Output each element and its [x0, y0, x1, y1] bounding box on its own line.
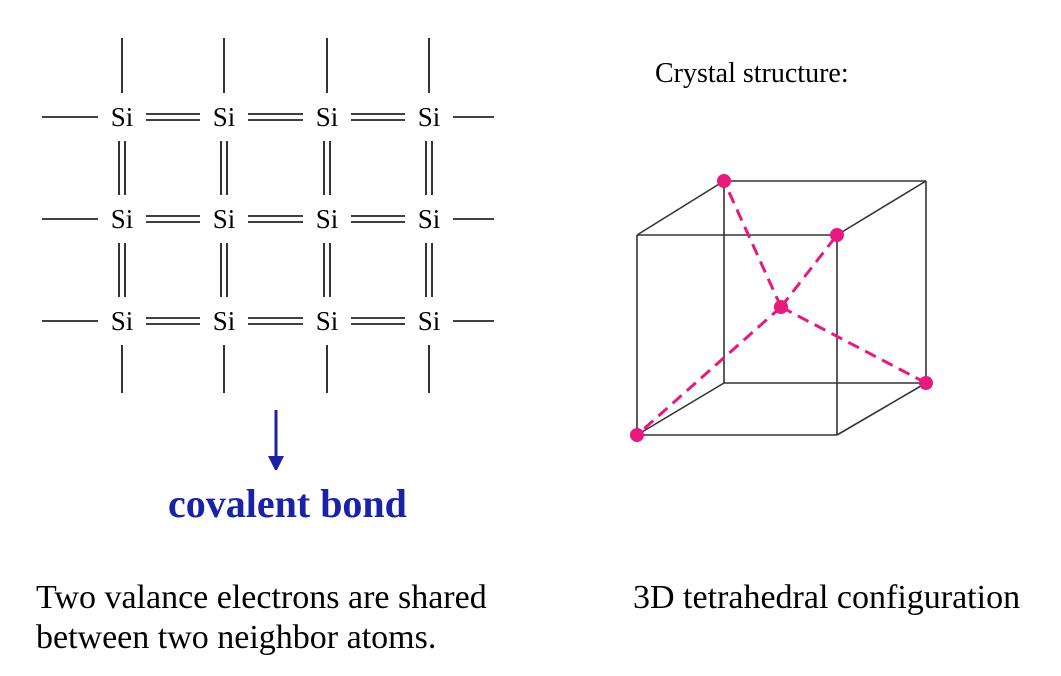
si-atom: Si [418, 306, 441, 336]
si-atom: Si [316, 102, 339, 132]
cube-edge [836, 382, 927, 436]
cube-edge [636, 382, 725, 436]
si-atom: Si [111, 306, 134, 336]
tetra-bond [636, 305, 782, 437]
tetra-vertex-atom [630, 428, 644, 442]
si-atom: Si [213, 204, 236, 234]
si-atom: Si [316, 306, 339, 336]
tetra-bond [780, 305, 927, 385]
crystal-structure-label: Crystal structure: [655, 58, 849, 89]
tetra-atoms [630, 174, 933, 442]
tetrahedral-caption: 3D tetrahedral configuration [633, 579, 1021, 616]
si-atom: Si [111, 102, 134, 132]
si-atom: Si [316, 204, 339, 234]
shared-electrons-caption: Two valance electrons are shared between… [36, 578, 487, 658]
cube-edge [836, 180, 927, 236]
arrow-down-icon [268, 456, 284, 470]
tetra-vertex-atom [717, 174, 731, 188]
covalent-bond-label: covalent bond [168, 481, 407, 526]
si-atom: Si [418, 204, 441, 234]
tetra-bond [722, 180, 783, 308]
tetra-center-atom [774, 300, 788, 314]
si-atom: Si [213, 306, 236, 336]
si-atom: Si [418, 102, 441, 132]
tetra-vertex-atom [919, 376, 933, 390]
cube [636, 180, 927, 436]
caption-line-1: Two valance electrons are shared [36, 579, 487, 616]
tetra-bond [779, 234, 839, 308]
si-atom: Si [111, 204, 134, 234]
caption-line-2: between two neighbor atoms. [36, 619, 437, 656]
si-atom: Si [213, 102, 236, 132]
tetrahedral-bonds [636, 180, 927, 437]
tetra-vertex-atom [830, 228, 844, 242]
si-lattice-diagram: Si Si Si Si Si Si Si Si Si Si Si Si [42, 38, 494, 470]
cube-edge [636, 180, 725, 236]
